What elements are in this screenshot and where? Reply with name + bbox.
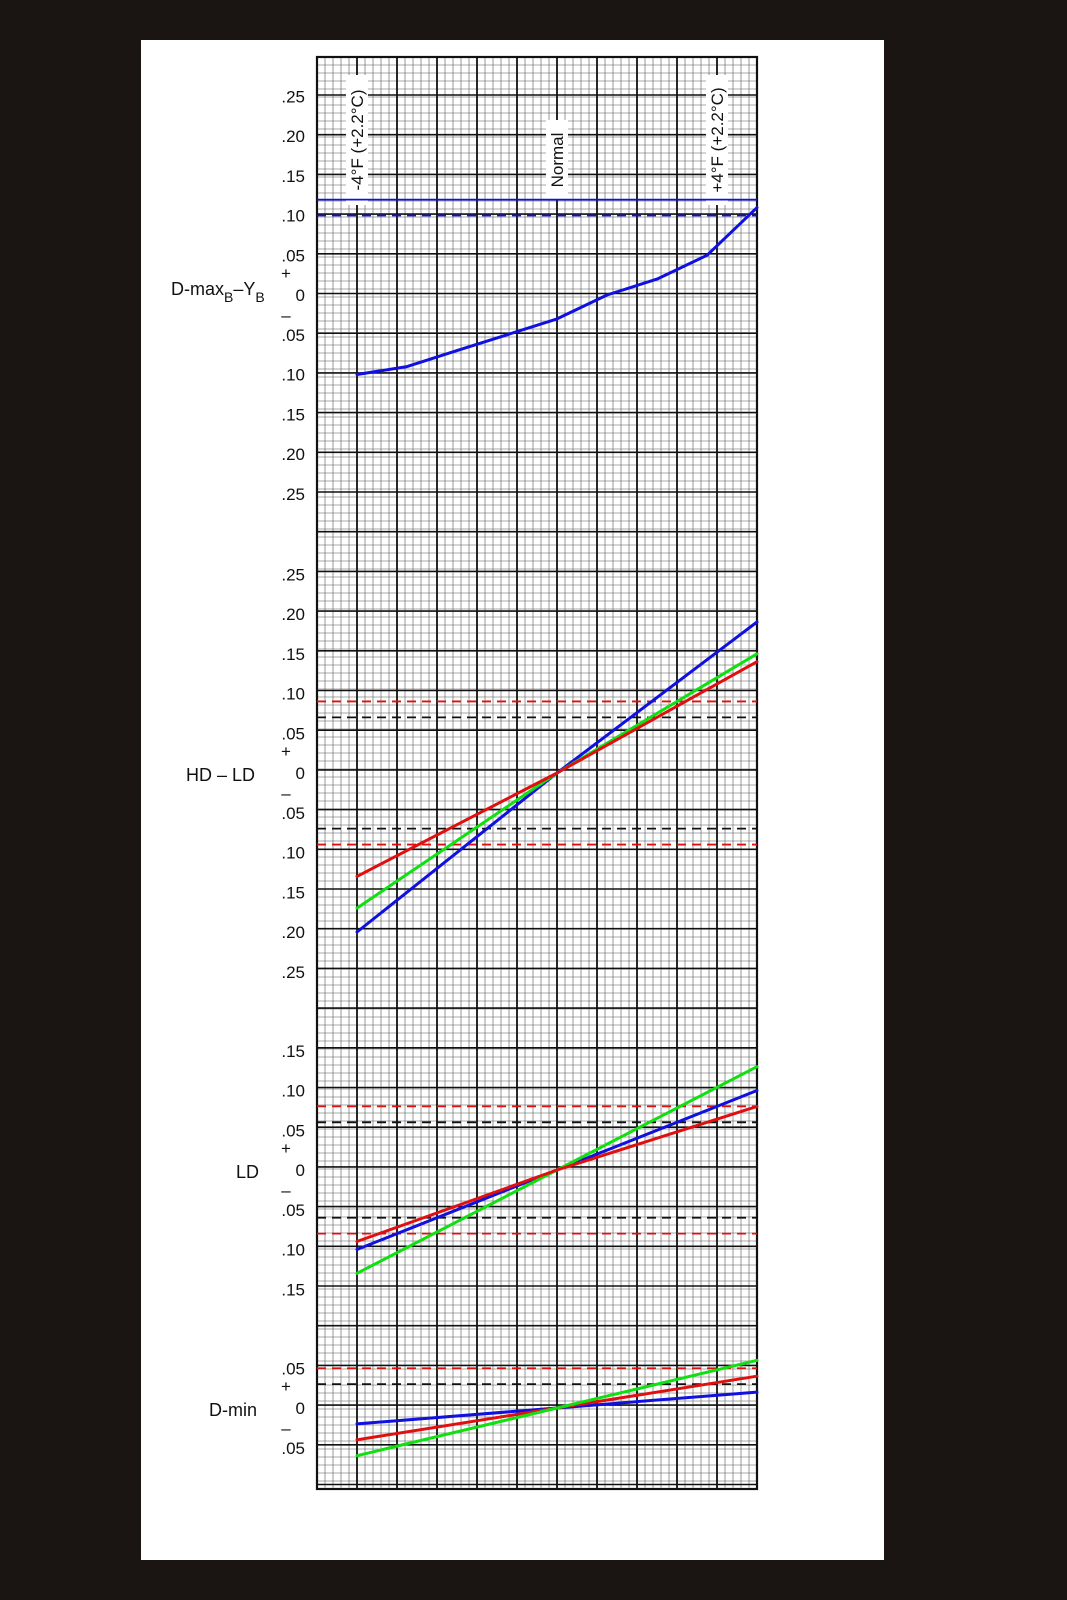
panel-label: D-maxB–YB (171, 279, 265, 305)
y-tick-label: .25 (281, 565, 305, 584)
series-line-green (355, 1358, 759, 1458)
column-label-bg (706, 75, 728, 205)
y-tick-label: .20 (281, 605, 305, 624)
minus-sign: – (281, 784, 291, 803)
series-line-blue (355, 206, 759, 376)
series-line-red (355, 1104, 759, 1243)
y-tick-label: .05 (281, 326, 305, 345)
y-tick-label: .15 (281, 645, 305, 664)
column-label-0: -4°F (+2.2°C) (346, 75, 368, 205)
panel-label: LD (236, 1162, 259, 1182)
column-label-text: -4°F (+2.2°C) (348, 90, 367, 191)
y-tick-label: .20 (281, 127, 305, 146)
y-tick-label: .05 (281, 246, 305, 265)
panel-label: HD – LD (186, 765, 255, 785)
y-tick-label: .20 (281, 923, 305, 942)
y-tick-label: .10 (281, 844, 305, 863)
y-tick-label: .05 (281, 1439, 305, 1458)
y-tick-label: .10 (281, 685, 305, 704)
plus-sign: + (281, 742, 291, 761)
y-tick-label: .20 (281, 445, 305, 464)
grid (315, 55, 759, 1491)
y-tick-label: .25 (281, 485, 305, 504)
y-tick-label: .15 (281, 167, 305, 186)
minus-sign: – (281, 1419, 291, 1438)
minus-sign: – (281, 1181, 291, 1200)
series-line-red (355, 660, 759, 878)
y-tick-label: .15 (281, 883, 305, 902)
column-label-bg (346, 75, 368, 205)
y-tick-label: .25 (281, 87, 305, 106)
y-tick-label: 0 (296, 1161, 305, 1180)
y-tick-label: .10 (281, 207, 305, 226)
panel-hdld: .25 .20 .15 .10 .05 0 .05 .10 .15 .20 .25 + – HD – LD (186, 565, 759, 982)
y-tick-label: .15 (281, 1042, 305, 1061)
y-tick-label: .10 (281, 1082, 305, 1101)
grid-border (315, 55, 759, 1491)
column-label-1: Normal (546, 120, 568, 200)
y-tick-label: .05 (281, 724, 305, 743)
panel-label: D-min (209, 1400, 257, 1420)
y-tick-label: 0 (296, 764, 305, 783)
plus-sign: + (281, 264, 291, 283)
y-tick-label: .15 (281, 1280, 305, 1299)
y-tick-label: 0 (296, 286, 305, 305)
plus-sign: + (281, 1377, 291, 1396)
column-label-2: +4°F (+2.2°C) (706, 75, 728, 205)
panel-dmin: .050.05+–D-min (209, 1358, 759, 1458)
panel-dmax: .25 .20 .15 .10 .05 0 .05 .10 .15 .20 .25 + –D-maxB–… (171, 87, 759, 504)
column-label-bg (546, 120, 568, 200)
y-tick-label: .10 (281, 1241, 305, 1260)
y-tick-label: .25 (281, 963, 305, 982)
y-tick-label: .05 (281, 1359, 305, 1378)
chart-canvas: -4°F (+2.2°C) Normal +4°F (+2.2°C) .25 .20 .1… (171, 55, 759, 1491)
y-tick-label: .05 (281, 804, 305, 823)
plus-sign: + (281, 1139, 291, 1158)
y-tick-label: .10 (281, 366, 305, 385)
minus-sign: – (281, 306, 291, 325)
y-tick-label: .05 (281, 1201, 305, 1220)
column-label-text: +4°F (+2.2°C) (708, 87, 727, 192)
chart-sheet: -4°F (+2.2°C) Normal +4°F (+2.2°C) .25 .20 .1… (141, 40, 884, 1560)
y-tick-label: .15 (281, 405, 305, 424)
y-tick-label: 0 (296, 1399, 305, 1418)
column-label-text: Normal (548, 133, 567, 188)
panel-ld: .15 .10 .05 0 .05 .10 .15 + – LD (236, 1042, 759, 1299)
y-tick-label: .05 (281, 1121, 305, 1140)
